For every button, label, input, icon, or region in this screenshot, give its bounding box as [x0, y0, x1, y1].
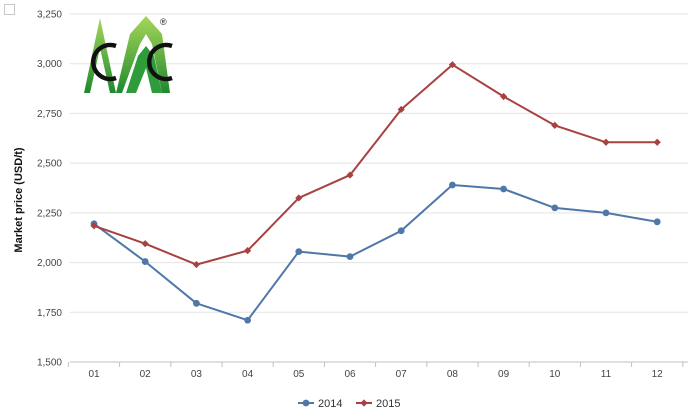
point-2014-02: [141, 258, 149, 265]
x-tick-label-7: 08: [447, 369, 459, 380]
series-markers: [90, 61, 661, 324]
x-tick-label-2: 03: [191, 369, 203, 380]
point-2015-04: [244, 247, 252, 255]
y-tick-label-2: 2,000: [37, 258, 62, 269]
point-2014-07: [397, 227, 405, 235]
y-axis-ticks: 1,500 1,750 2,000 2,250 2,500 2,750 3,000 3,250: [37, 10, 62, 369]
point-2015-07: [397, 105, 405, 114]
y-tick-label-7: 3,250: [37, 10, 62, 21]
x-tick-label-10: 11: [601, 369, 612, 380]
point-2015-12: [653, 138, 661, 146]
y-tick-label-1: 1,750: [37, 308, 62, 319]
legend-marker-2015: [360, 399, 368, 407]
x-axis-ticks: 01 02 03 04 05 06 07 08 09 10 11 12: [88, 369, 663, 380]
x-tick-label-5: 06: [344, 369, 356, 380]
point-2015-11: [602, 138, 610, 146]
point-2015-03: [192, 260, 200, 269]
point-2015-05: [295, 194, 303, 202]
x-tick-label-0: 01: [88, 369, 100, 380]
point-2015-10: [551, 121, 559, 129]
legend-label-2015: 2015: [376, 398, 400, 410]
series-lines: [93, 63, 658, 322]
x-tick-label-9: 10: [549, 369, 561, 380]
x-tick-label-1: 02: [140, 369, 152, 380]
y-tick-label-0: 1,500: [37, 358, 62, 369]
legend[interactable]: 2014 2015: [298, 398, 400, 410]
y-tick-label-6: 3,000: [37, 59, 62, 70]
series-line-2014: [93, 184, 658, 322]
x-axis: [67, 361, 688, 367]
series-line-2015: [93, 63, 658, 266]
point-2014-09: [500, 185, 507, 193]
corner-checkbox-icon: [4, 4, 15, 15]
point-2014-06: [346, 253, 354, 261]
legend-label-2014: 2014: [318, 398, 342, 410]
point-2014-11: [602, 209, 610, 217]
x-tick-label-6: 07: [396, 369, 408, 380]
y-tick-label-4: 2,500: [37, 159, 62, 170]
point-2014-10: [551, 204, 559, 212]
point-2014-03: [193, 299, 200, 307]
x-tick-label-11: 12: [652, 369, 664, 380]
cmc-logo-icon: ®: [84, 16, 173, 93]
point-2015-02: [141, 240, 149, 248]
x-tick-label-3: 04: [242, 369, 254, 380]
point-2015-01: [90, 222, 98, 230]
x-tick-label-8: 09: [498, 369, 510, 380]
point-2015-08: [448, 61, 456, 69]
x-tick-label-4: 05: [293, 369, 305, 380]
registered-mark: ®: [160, 17, 167, 27]
point-2015-06: [346, 171, 354, 179]
point-2014-05: [295, 248, 303, 256]
point-2014-08: [449, 181, 456, 189]
y-tick-label-5: 2,750: [37, 109, 62, 120]
y-axis-label: Market price (USD/t): [13, 147, 25, 252]
legend-marker-2014: [302, 399, 310, 407]
point-2015-09: [500, 92, 508, 101]
point-2014-12: [653, 218, 661, 226]
y-tick-label-3: 2,250: [37, 208, 62, 219]
point-2014-04: [244, 316, 252, 324]
